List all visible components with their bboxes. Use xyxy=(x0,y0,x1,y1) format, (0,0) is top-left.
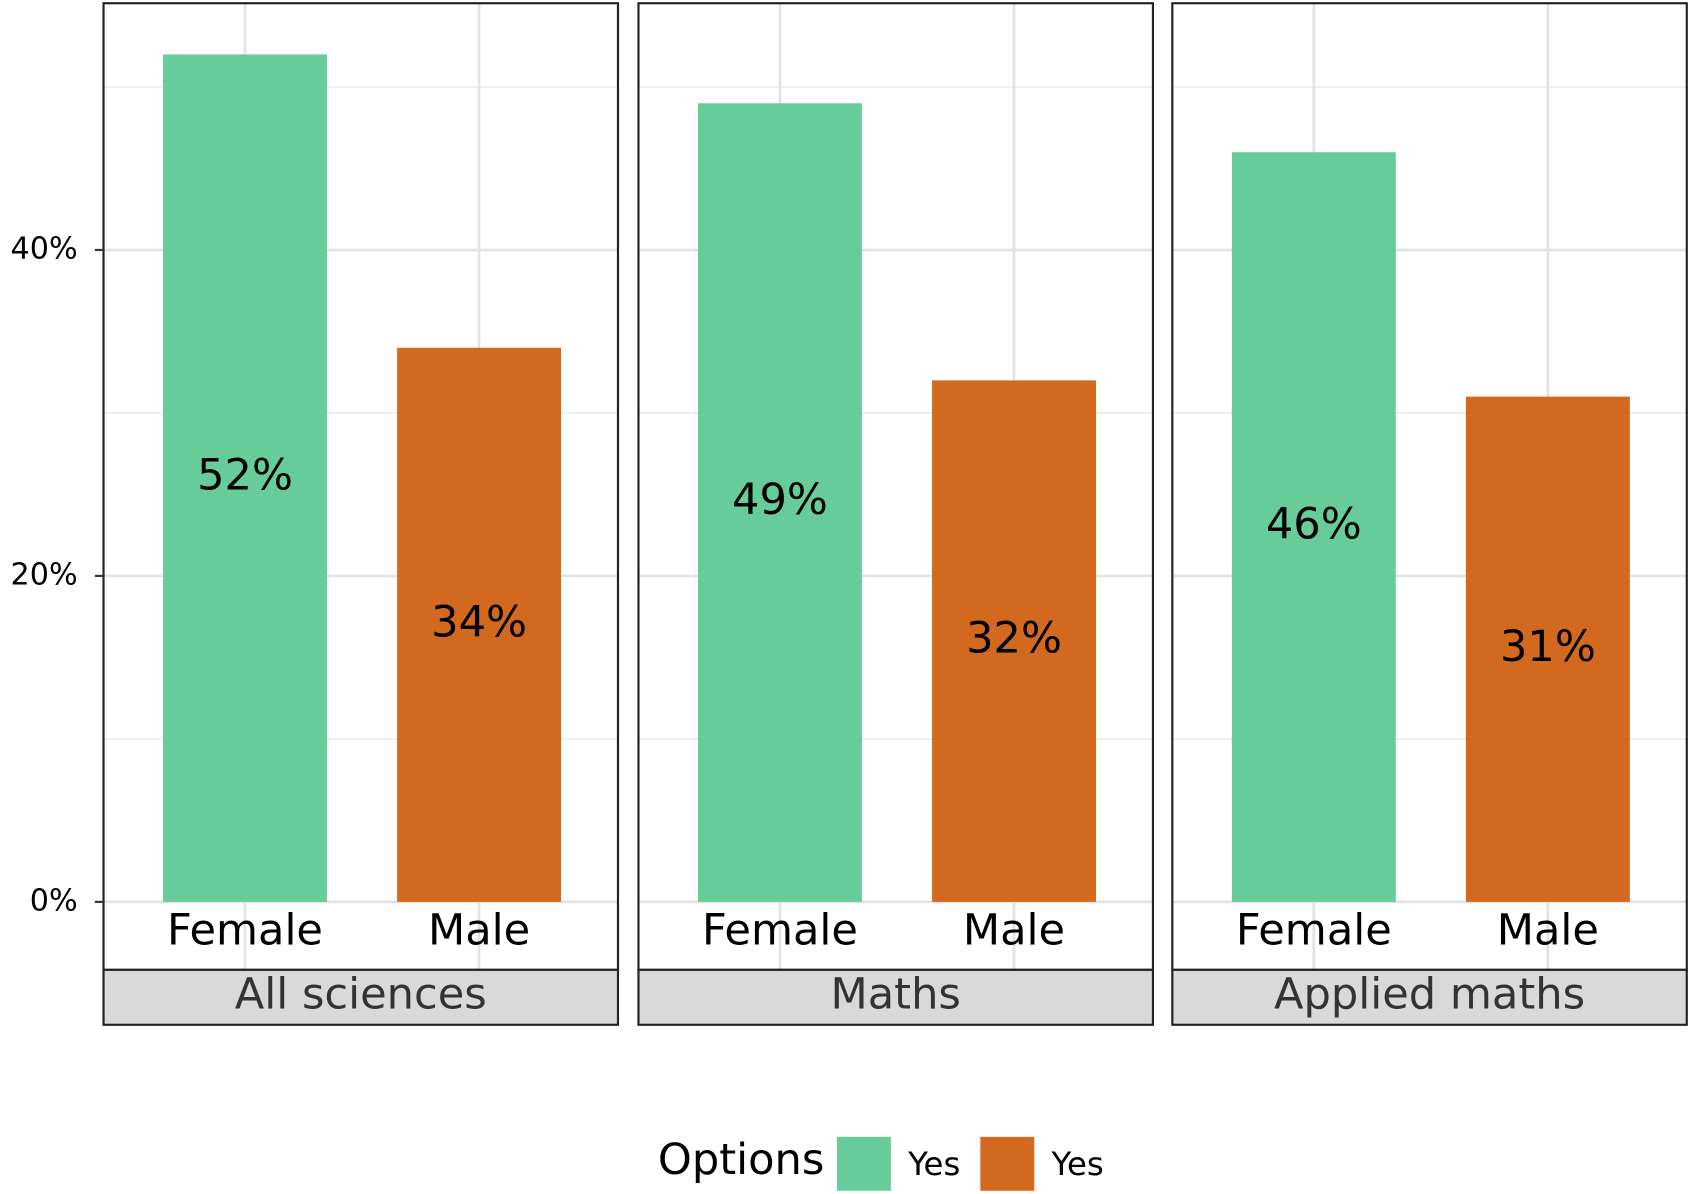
legend-key xyxy=(836,1136,891,1191)
bar xyxy=(932,380,1096,902)
bar xyxy=(1465,396,1630,902)
y-tick-label: 40% xyxy=(11,231,78,266)
bar xyxy=(1231,152,1396,902)
x-tick-label: Male xyxy=(428,906,530,956)
y-tick-label: 0% xyxy=(30,883,78,918)
facet-label: Maths xyxy=(831,969,961,1019)
value-label: 46% xyxy=(1266,500,1362,550)
value-label: 49% xyxy=(732,475,828,525)
legend-label: Yes xyxy=(907,1145,960,1183)
x-tick-label: Female xyxy=(1236,906,1392,956)
x-tick-label: Male xyxy=(963,906,1065,956)
bar xyxy=(397,347,562,902)
plot-area: 52% Female 34% Male All sciences 49% Female 32%… xyxy=(11,2,1688,1191)
facet-strip xyxy=(102,968,620,1026)
facet-strip xyxy=(637,968,1154,1026)
value-label: 34% xyxy=(431,597,527,647)
facet-label: All sciences xyxy=(235,969,487,1019)
legend-key xyxy=(980,1136,1035,1191)
legend-label: Yes xyxy=(1051,1145,1104,1183)
y-tick-label: 20% xyxy=(11,557,78,592)
value-label: 32% xyxy=(966,614,1062,664)
bar xyxy=(163,54,327,902)
value-label: 52% xyxy=(197,451,293,501)
x-tick-label: Female xyxy=(167,906,323,956)
bar xyxy=(697,103,862,902)
x-tick-label: Male xyxy=(1497,906,1599,956)
value-label: 31% xyxy=(1500,622,1596,672)
legend-title: Options xyxy=(658,1135,824,1185)
facet-label: Applied maths xyxy=(1274,969,1585,1019)
facet-strip xyxy=(1171,968,1688,1026)
x-tick-label: Female xyxy=(702,906,858,956)
